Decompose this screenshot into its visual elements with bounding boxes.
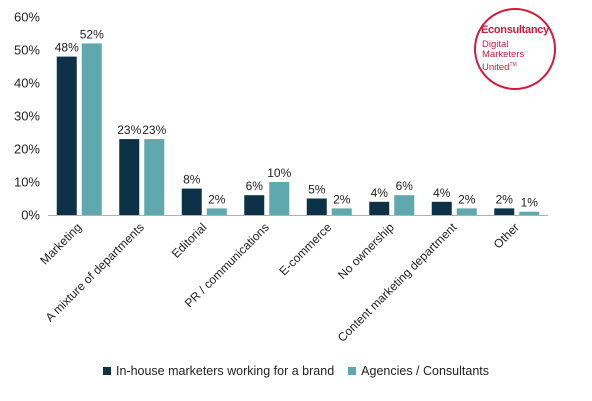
y-tick-label: 40% — [14, 76, 40, 91]
bar — [181, 188, 202, 215]
logo-line-2: Marketers — [482, 49, 525, 60]
data-label: 2% — [333, 192, 351, 206]
bar — [431, 201, 452, 215]
data-label: 2% — [208, 192, 226, 206]
legend-label-inhouse: In-house marketers working for a brand — [115, 364, 335, 378]
category-label: No ownership — [335, 220, 397, 282]
category-label: Other — [491, 220, 522, 251]
bar — [519, 211, 540, 215]
data-label: 23% — [142, 123, 166, 137]
bar — [206, 208, 227, 215]
category-label: Content marketing department — [335, 220, 460, 345]
y-tick-label: 60% — [14, 10, 40, 25]
y-axis-ticks: 0% 10% 20% 30% 40% 50% 60% — [14, 10, 40, 223]
category-label: E-commerce — [276, 220, 334, 278]
logo-line-3-text: United — [482, 62, 510, 74]
y-tick-label: 10% — [14, 175, 40, 190]
data-label: 23% — [117, 123, 141, 137]
bar — [456, 208, 477, 215]
legend-swatch-inhouse — [102, 367, 111, 375]
bar — [119, 139, 140, 215]
data-label: 2% — [458, 192, 476, 206]
bar — [331, 208, 352, 215]
data-label: 52% — [80, 27, 104, 41]
logo-trademark: TM — [509, 62, 517, 68]
bar — [81, 43, 102, 216]
data-label: 6% — [246, 179, 264, 193]
data-label: 10% — [267, 166, 291, 180]
bar — [306, 198, 327, 215]
data-labels: 48%52%23% 23%8%2%6%10%5%2% 4% 6% 4% 2% 2% 1% — [55, 27, 539, 209]
category-label: Marketing — [37, 220, 84, 267]
data-label: 1% — [521, 196, 539, 210]
data-label: 5% — [308, 183, 326, 197]
logo-line-3: UnitedTM — [482, 60, 517, 73]
bar — [494, 208, 515, 215]
econsultancy-logo: Econsultancy Digital Marketers UnitedTM — [474, 8, 556, 90]
chart-legend: In-house marketers working for a brand A… — [0, 364, 592, 378]
data-label: 6% — [396, 179, 414, 193]
data-label: 4% — [433, 186, 451, 200]
logo-brand: Econsultancy — [481, 24, 549, 36]
data-label: 8% — [183, 173, 201, 187]
category-label: Editorial — [169, 220, 210, 261]
legend-item-agencies: Agencies / Consultants — [348, 364, 489, 378]
y-tick-label: 50% — [14, 43, 40, 58]
y-tick-label: 20% — [14, 142, 40, 157]
legend-item-inhouse: In-house marketers working for a brand — [102, 364, 335, 378]
bars — [56, 43, 540, 216]
legend-swatch-agencies — [348, 367, 357, 375]
bar — [56, 56, 77, 215]
bar — [144, 139, 165, 215]
bar — [369, 201, 390, 215]
data-label: 4% — [371, 186, 389, 200]
data-label: 48% — [55, 41, 79, 55]
bar — [394, 195, 415, 215]
bar — [269, 182, 290, 215]
logo-line-1: Digital — [482, 39, 509, 50]
y-tick-label: 0% — [21, 208, 40, 223]
y-tick-label: 30% — [14, 109, 40, 124]
legend-label-agencies: Agencies / Consultants — [361, 364, 490, 378]
bar — [244, 195, 265, 215]
data-label: 2% — [496, 192, 514, 206]
